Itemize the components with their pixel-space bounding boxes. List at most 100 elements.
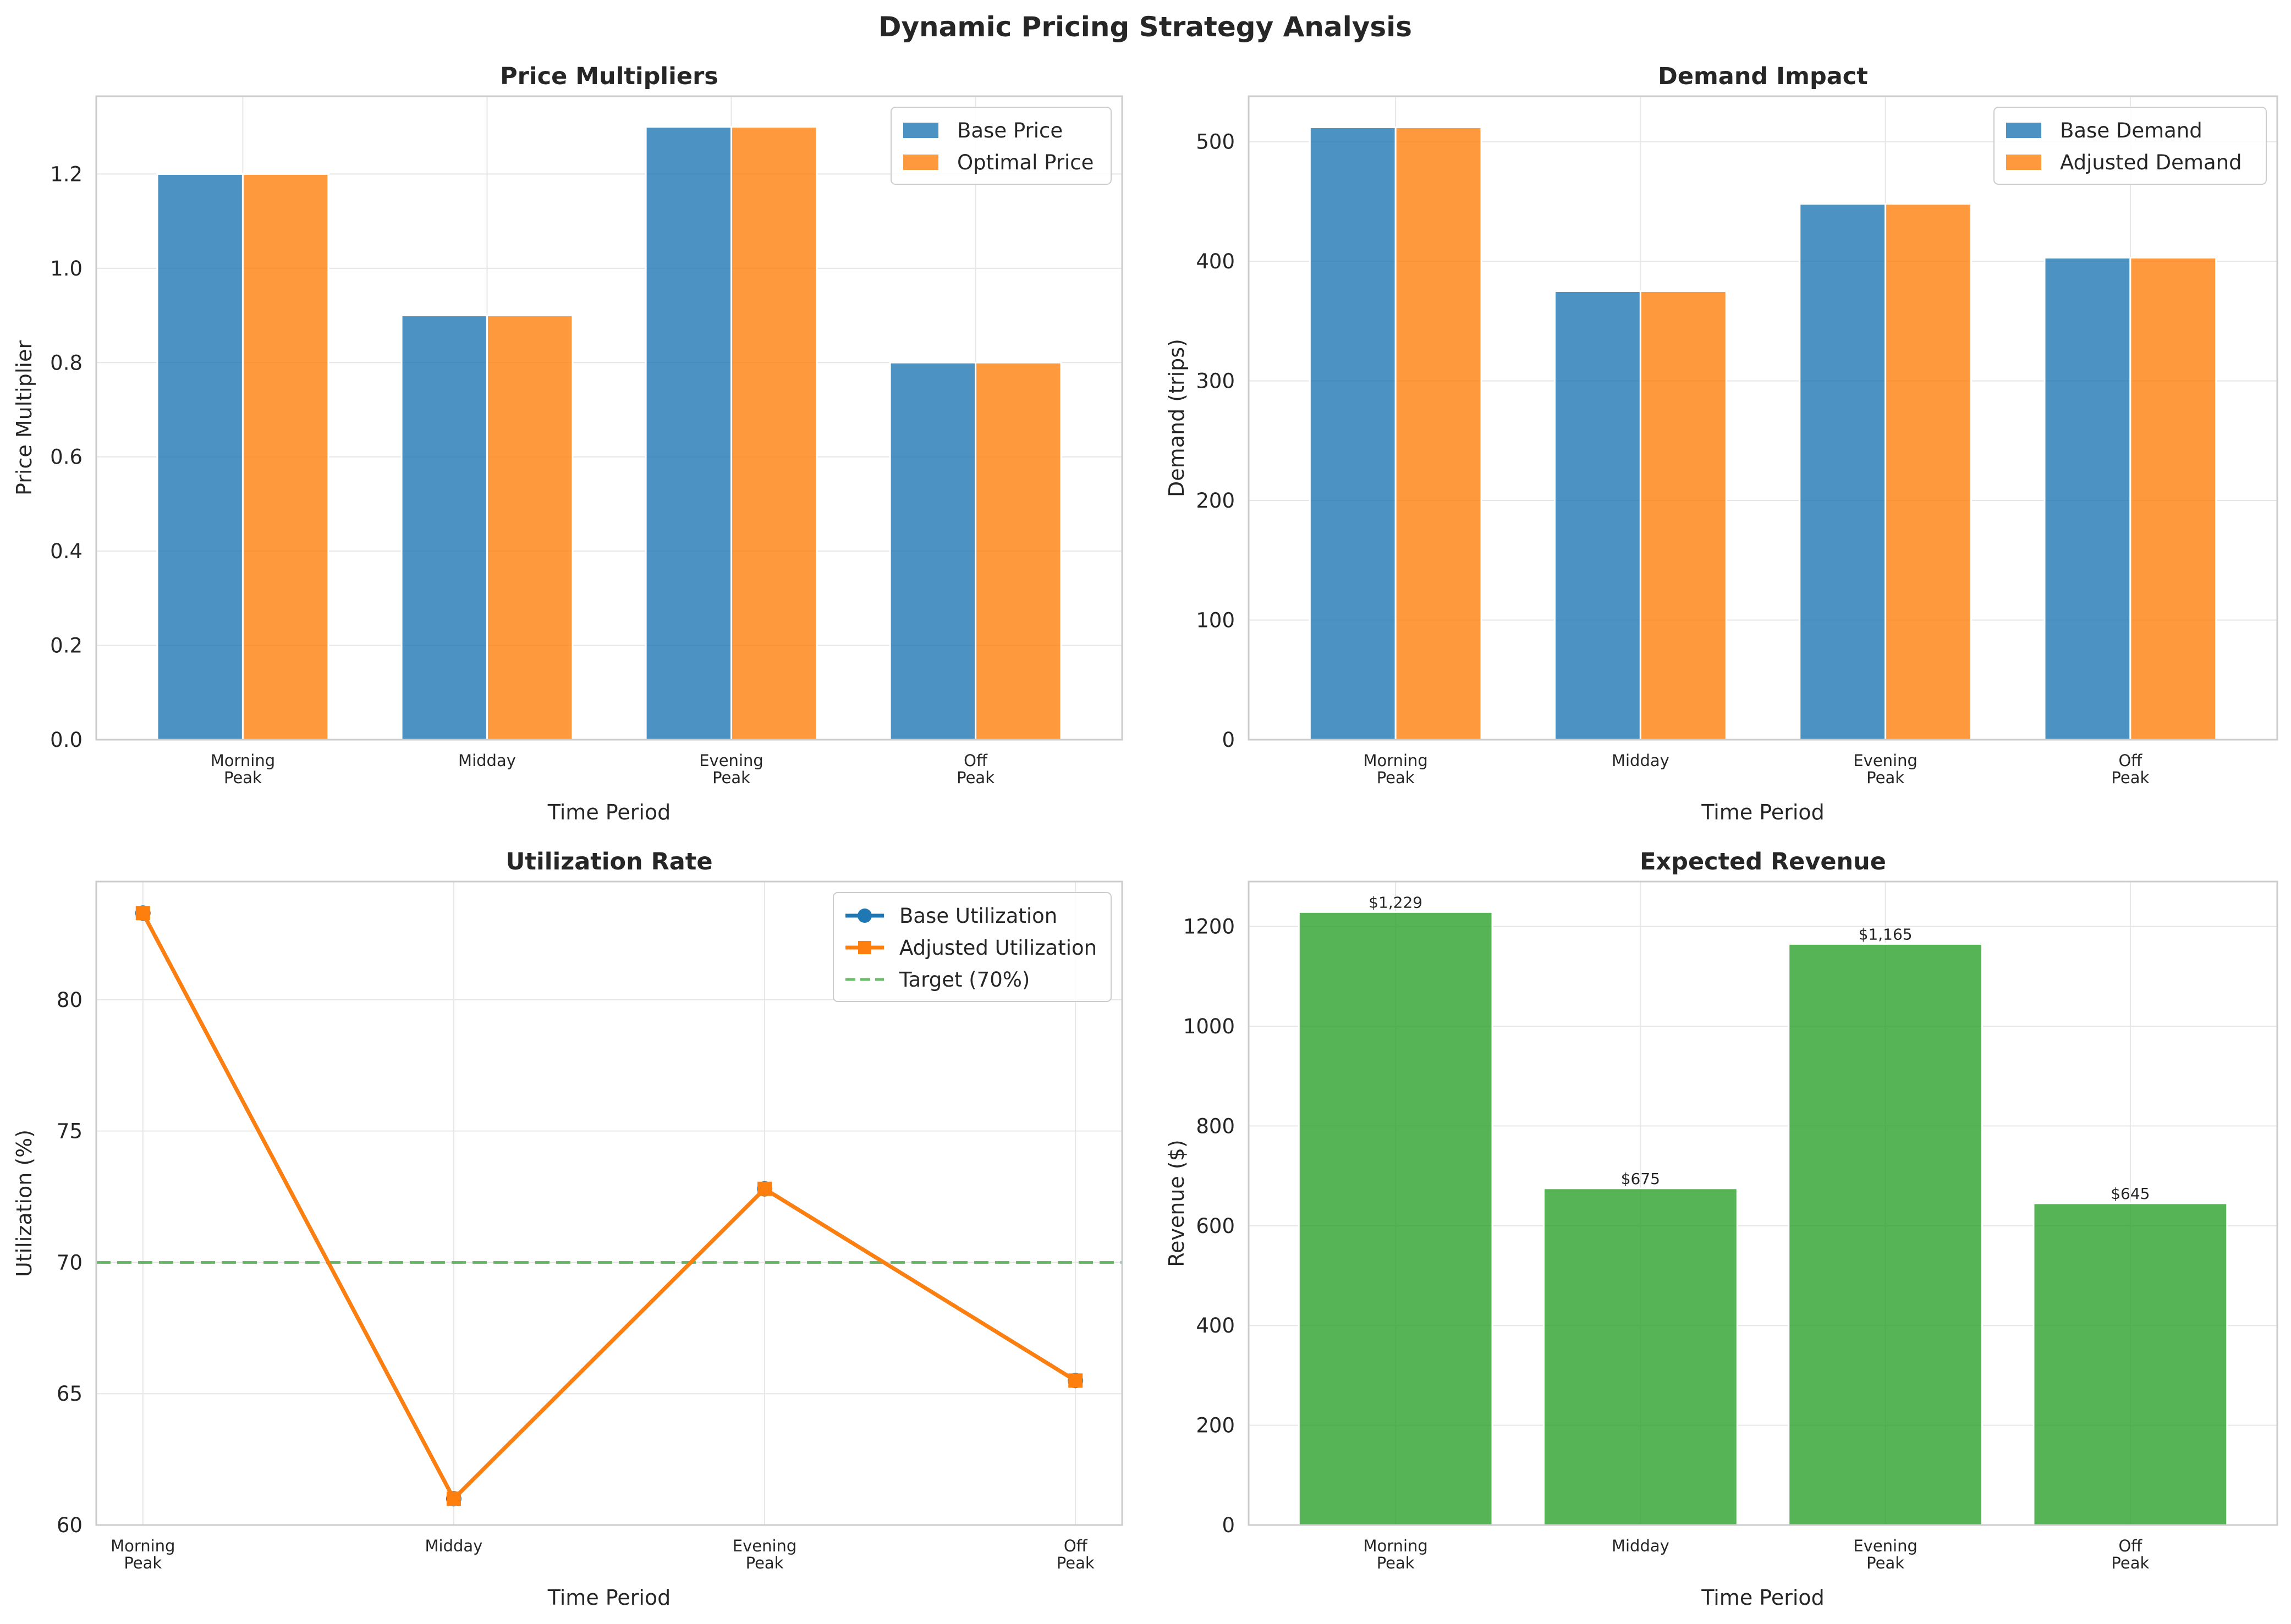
legend-marker	[858, 941, 871, 954]
bar-adjusted-demand-3	[2129, 257, 2217, 741]
data-label: $675	[1621, 1170, 1660, 1188]
data-label: $1,229	[1369, 893, 1422, 911]
chart-title: Expected Revenue	[1640, 848, 1886, 876]
xtick-label: Evening Peak	[733, 1537, 797, 1572]
legend-box	[833, 892, 1112, 1002]
ytick-label: 80	[57, 988, 83, 1012]
ytick-label: 1.0	[50, 257, 83, 280]
ytick-label: 100	[1196, 609, 1235, 632]
plot-frame	[1248, 880, 2278, 1526]
y-axis-label: Utilization (%)	[12, 1130, 36, 1277]
xtick-label: Evening Peak	[699, 751, 763, 787]
xtick-label: Off Peak	[2111, 751, 2149, 787]
plot-frame	[95, 880, 1123, 1526]
xtick-label: Off Peak	[1057, 1537, 1095, 1572]
y-axis-label: Revenue ($)	[1164, 1139, 1189, 1267]
ytick-label: 0.6	[50, 445, 83, 469]
xtick-label: Morning Peak	[211, 751, 275, 787]
ytick-label: 1.2	[50, 162, 83, 186]
point-marker	[446, 1491, 461, 1506]
bar-adjusted-demand-2	[1885, 203, 1972, 741]
legend-box	[1993, 107, 2267, 185]
data-label: $645	[2111, 1185, 2150, 1203]
x-axis-label: Time Period	[547, 800, 671, 824]
ytick-label: 0.4	[50, 540, 83, 563]
ytick-label: 0	[1222, 1513, 1235, 1537]
legend-label: Adjusted Demand	[2060, 151, 2242, 174]
chart-title: Utilization Rate	[506, 848, 713, 876]
ytick-label: 0.2	[50, 634, 83, 658]
series-line-adjusted-utilization	[141, 912, 1077, 1501]
ytick-label: 1000	[1183, 1015, 1235, 1038]
x-axis-label: Time Period	[1701, 1586, 1825, 1610]
bar-optimal-price-2	[730, 126, 818, 741]
legend-label: Optimal Price	[957, 151, 1094, 174]
legend-label: Base Demand	[2060, 119, 2202, 142]
legend-swatch	[2006, 155, 2041, 170]
ytick-label: 0.0	[50, 728, 83, 752]
data-label: $1,165	[1859, 925, 1913, 943]
xtick-label: Morning Peak	[111, 1537, 175, 1572]
point-marker	[757, 1181, 772, 1196]
legend-label: Target (70%)	[899, 968, 1030, 992]
ytick-label: 70	[57, 1251, 83, 1274]
x-axis-label: Time Period	[1701, 800, 1825, 824]
bar-base-demand-2	[1799, 203, 1887, 741]
ytick-label: 65	[57, 1382, 83, 1406]
bar-base-demand-3	[2043, 257, 2131, 741]
chart-title: Demand Impact	[1658, 63, 1868, 90]
ytick-label: 400	[1196, 250, 1235, 273]
bar-base-price-0	[156, 173, 244, 741]
x-axis-label: Time Period	[547, 1586, 671, 1610]
xtick-label: Midday	[1612, 751, 1669, 770]
chart-revenue: $1,229 $675 $1,165 $645 0 200 400 600 800 1000 120…	[1164, 848, 2278, 1610]
bar-revenue-2	[1788, 943, 1983, 1526]
bar-base-price-1	[400, 315, 488, 741]
bar-base-demand-0	[1309, 126, 1397, 741]
xtick-label: Midday	[458, 751, 516, 770]
ytick-label: 600	[1196, 1214, 1235, 1238]
xtick-label: Evening Peak	[1853, 1537, 1918, 1572]
y-axis-label: Price Multiplier	[12, 340, 36, 496]
xtick-label: Morning Peak	[1363, 751, 1427, 787]
legend-swatch	[903, 155, 938, 170]
xtick-label: Morning Peak	[1363, 1537, 1427, 1572]
chart-price: 0.0 0.2 0.4 0.6 0.8 1.0 1.2 Morning Peak Midday Ev…	[12, 63, 1123, 824]
bar-base-demand-1	[1554, 290, 1641, 741]
ytick-label: 300	[1196, 370, 1235, 393]
ytick-label: 0	[1222, 728, 1235, 752]
xtick-label: Midday	[1612, 1537, 1669, 1555]
bar-optimal-price-1	[486, 315, 574, 741]
legend-box	[891, 107, 1112, 185]
legend-swatch	[2006, 123, 2041, 138]
figure-title: Dynamic Pricing Strategy Analysis	[878, 11, 1412, 43]
chart-util: 60 65 70 75 80 Morning Peak Midday Evening Peak Of…	[12, 848, 1123, 1610]
ytick-label: 500	[1196, 130, 1235, 154]
ytick-label: 400	[1196, 1314, 1235, 1337]
point-marker	[135, 906, 150, 921]
xtick-label: Off Peak	[957, 751, 995, 787]
bar-base-price-2	[645, 126, 733, 741]
bar-adjusted-demand-0	[1394, 126, 1482, 741]
xtick-label: Midday	[425, 1537, 483, 1555]
bar-revenue-3	[2032, 1202, 2228, 1526]
plot-frame	[95, 95, 1123, 741]
legend-label: Base Price	[957, 119, 1063, 142]
plot-frame	[1248, 95, 2278, 741]
point-marker	[1068, 1373, 1083, 1388]
ytick-label: 200	[1196, 1414, 1235, 1438]
bar-optimal-price-0	[241, 173, 329, 741]
ytick-label: 75	[57, 1120, 83, 1143]
legend-swatch	[903, 123, 938, 138]
legend-label: Base Utilization	[899, 904, 1057, 928]
ytick-label: 60	[57, 1513, 83, 1537]
ytick-label: 0.8	[50, 351, 83, 375]
y-axis-label: Demand (trips)	[1164, 339, 1189, 497]
legend-label: Adjusted Utilization	[899, 936, 1097, 960]
bar-base-price-3	[889, 361, 977, 741]
bar-revenue-0	[1298, 911, 1493, 1526]
xtick-label: Off Peak	[2111, 1537, 2149, 1572]
ytick-label: 1200	[1183, 915, 1235, 939]
